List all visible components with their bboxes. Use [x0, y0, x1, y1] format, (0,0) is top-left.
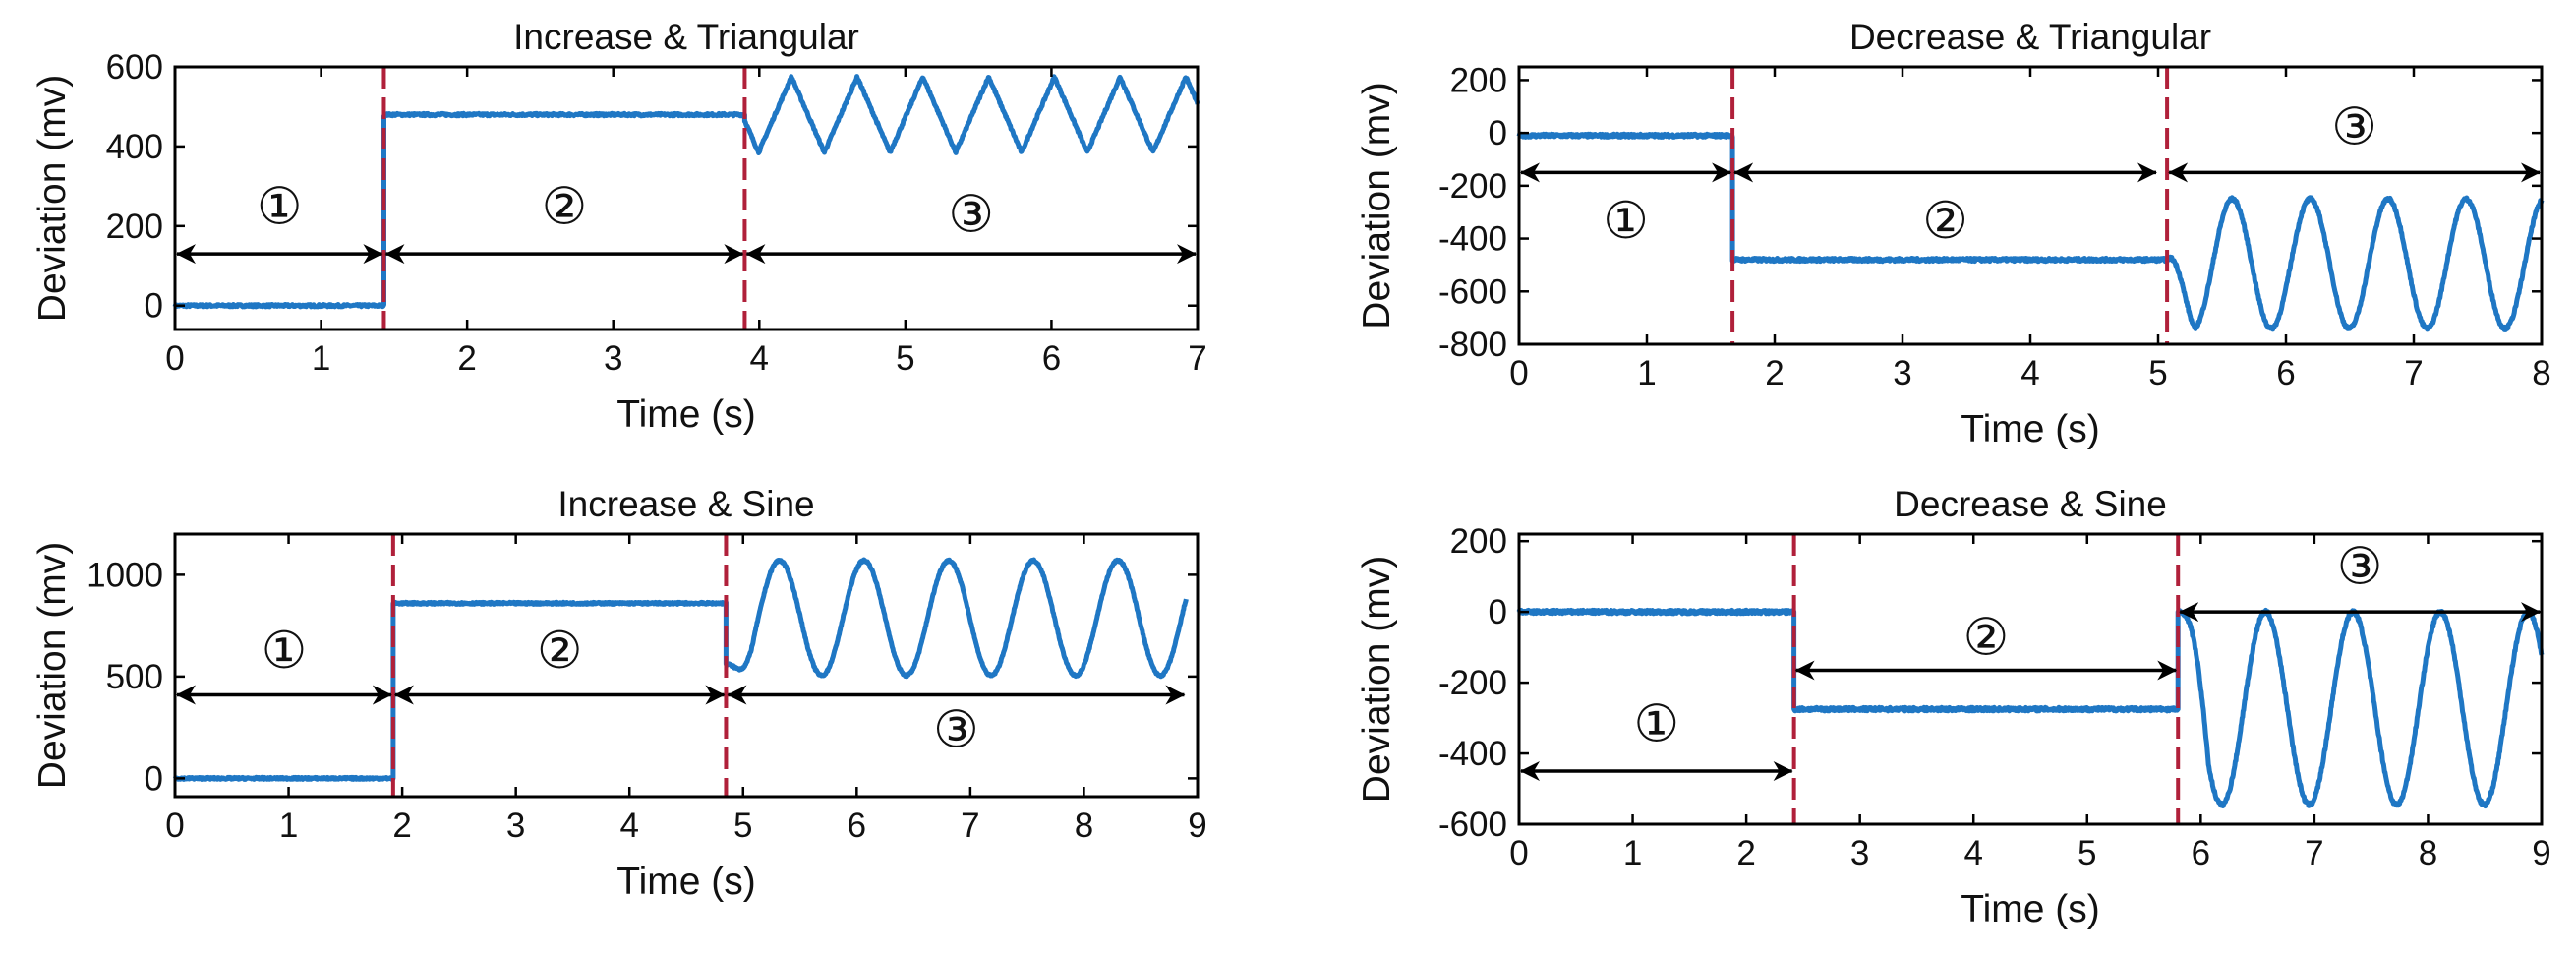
x-tick-label: 4 [2020, 354, 2039, 392]
y-tick-label: -200 [1438, 664, 1507, 702]
y-tick-label: 200 [1450, 61, 1507, 99]
chart-panel-decrease-triangular: Decrease & Triangular ① ② ③ 0 1 2 3 4 5 6 7 8 200 0 -20… [1356, 17, 2551, 450]
chart-panel-increase-triangular: Increase & Triangular ① ② ③ 0 1 2 3 4 5 6 7 0 200 400 6… [31, 17, 1207, 436]
region-label: ① [1603, 192, 1649, 251]
region-label: ① [262, 622, 308, 681]
y-tick-label: 200 [1450, 522, 1507, 561]
x-tick-label: 7 [2305, 834, 2323, 872]
signal-line [172, 557, 1189, 782]
x-axis-label: Time (s) [616, 393, 756, 436]
region-label: ③ [933, 701, 979, 760]
x-tick-label: 8 [1075, 807, 1093, 845]
x-tick-label: 1 [312, 339, 330, 378]
x-axis-label: Time (s) [1961, 888, 2100, 930]
y-tick-label: 0 [145, 287, 163, 326]
x-tick-label: 6 [848, 807, 866, 845]
y-tick-label: 600 [106, 48, 163, 87]
region-label: ① [1634, 694, 1680, 753]
chart-panel-decrease-sine: Decrease & Sine ① ② ③ 0 1 2 3 4 5 6 7 8 9 200 0 -200 -400… [1356, 484, 2551, 930]
y-tick-label: -400 [1438, 735, 1507, 773]
x-tick-label: 5 [2078, 834, 2096, 872]
x-axis-label: Time (s) [616, 861, 756, 903]
x-tick-label: 3 [604, 339, 622, 378]
x-tick-label: 0 [165, 339, 184, 378]
x-tick-label: 6 [1042, 339, 1061, 378]
x-tick-label: 4 [1963, 834, 1982, 872]
y-axis-label: Deviation (mv) [1356, 82, 1398, 329]
chart-title: Increase & Triangular [513, 17, 859, 57]
signal-line [172, 74, 1200, 310]
x-tick-label: 9 [1188, 807, 1206, 845]
signal-line [1516, 607, 2545, 809]
y-tick-label: 500 [106, 658, 163, 696]
region-label: ③ [948, 186, 994, 245]
y-axis-label: Deviation (mv) [31, 75, 74, 322]
chart-title: Decrease & Sine [1894, 484, 2167, 524]
y-tick-label: 400 [106, 128, 163, 166]
x-tick-label: 8 [2419, 834, 2437, 872]
y-tick-label: 0 [145, 759, 163, 798]
region-label: ③ [2331, 97, 2377, 156]
x-tick-label: 3 [1850, 834, 1869, 872]
x-tick-label: 5 [896, 339, 914, 378]
region-label: ② [1922, 192, 1968, 251]
region-label: ② [537, 622, 583, 681]
x-tick-label: 2 [392, 807, 411, 845]
x-tick-label: 1 [1637, 354, 1656, 392]
plot-frame [173, 65, 1200, 331]
x-tick-label: 2 [1765, 354, 1784, 392]
plot-frame [173, 532, 1200, 799]
y-tick-label: 0 [1489, 593, 1507, 631]
region-label: ③ [2337, 537, 2383, 596]
chart-panel-increase-sine: Increase & Sine ① ② ③ 0 1 2 3 4 5 6 7 8 9 0 500 1000 Time… [31, 484, 1207, 903]
x-tick-label: 4 [619, 807, 638, 845]
region-label: ② [542, 178, 588, 237]
region-label: ② [1963, 608, 2010, 667]
y-axis-label: Deviation (mv) [1356, 556, 1398, 803]
y-tick-label: -200 [1438, 167, 1507, 206]
x-axis-label: Time (s) [1961, 408, 2100, 450]
x-tick-label: 1 [1623, 834, 1642, 872]
x-tick-label: 2 [1736, 834, 1755, 872]
y-tick-label: -600 [1438, 806, 1507, 844]
x-tick-label: 2 [457, 339, 476, 378]
x-tick-label: 7 [961, 807, 979, 845]
y-axis-label: Deviation (mv) [31, 542, 74, 789]
x-tick-label: 6 [2276, 354, 2295, 392]
y-tick-label: -600 [1438, 272, 1507, 311]
x-tick-label: 8 [2532, 354, 2550, 392]
chart-title: Increase & Sine [557, 484, 814, 524]
y-tick-label: -400 [1438, 220, 1507, 259]
y-tick-label: -800 [1438, 326, 1507, 364]
x-tick-label: 5 [2148, 354, 2167, 392]
x-tick-label: 3 [506, 807, 525, 845]
y-tick-label: 0 [1489, 114, 1507, 152]
signal-line [1516, 131, 2545, 332]
plot-frame [1517, 65, 2544, 346]
x-tick-label: 4 [750, 339, 769, 378]
x-tick-label: 7 [2404, 354, 2423, 392]
x-tick-label: 1 [279, 807, 298, 845]
y-tick-label: 1000 [87, 556, 163, 594]
x-tick-label: 9 [2532, 834, 2550, 872]
plot-frame [1517, 532, 2544, 826]
x-tick-label: 0 [1509, 834, 1528, 872]
region-label: ① [257, 178, 303, 237]
x-tick-label: 5 [733, 807, 752, 845]
x-tick-label: 0 [165, 807, 184, 845]
x-tick-label: 6 [2192, 834, 2210, 872]
y-tick-label: 200 [106, 208, 163, 246]
x-tick-label: 0 [1509, 354, 1528, 392]
chart-title: Decrease & Triangular [1849, 17, 2211, 57]
x-tick-label: 3 [1893, 354, 1911, 392]
x-tick-label: 7 [1188, 339, 1206, 378]
